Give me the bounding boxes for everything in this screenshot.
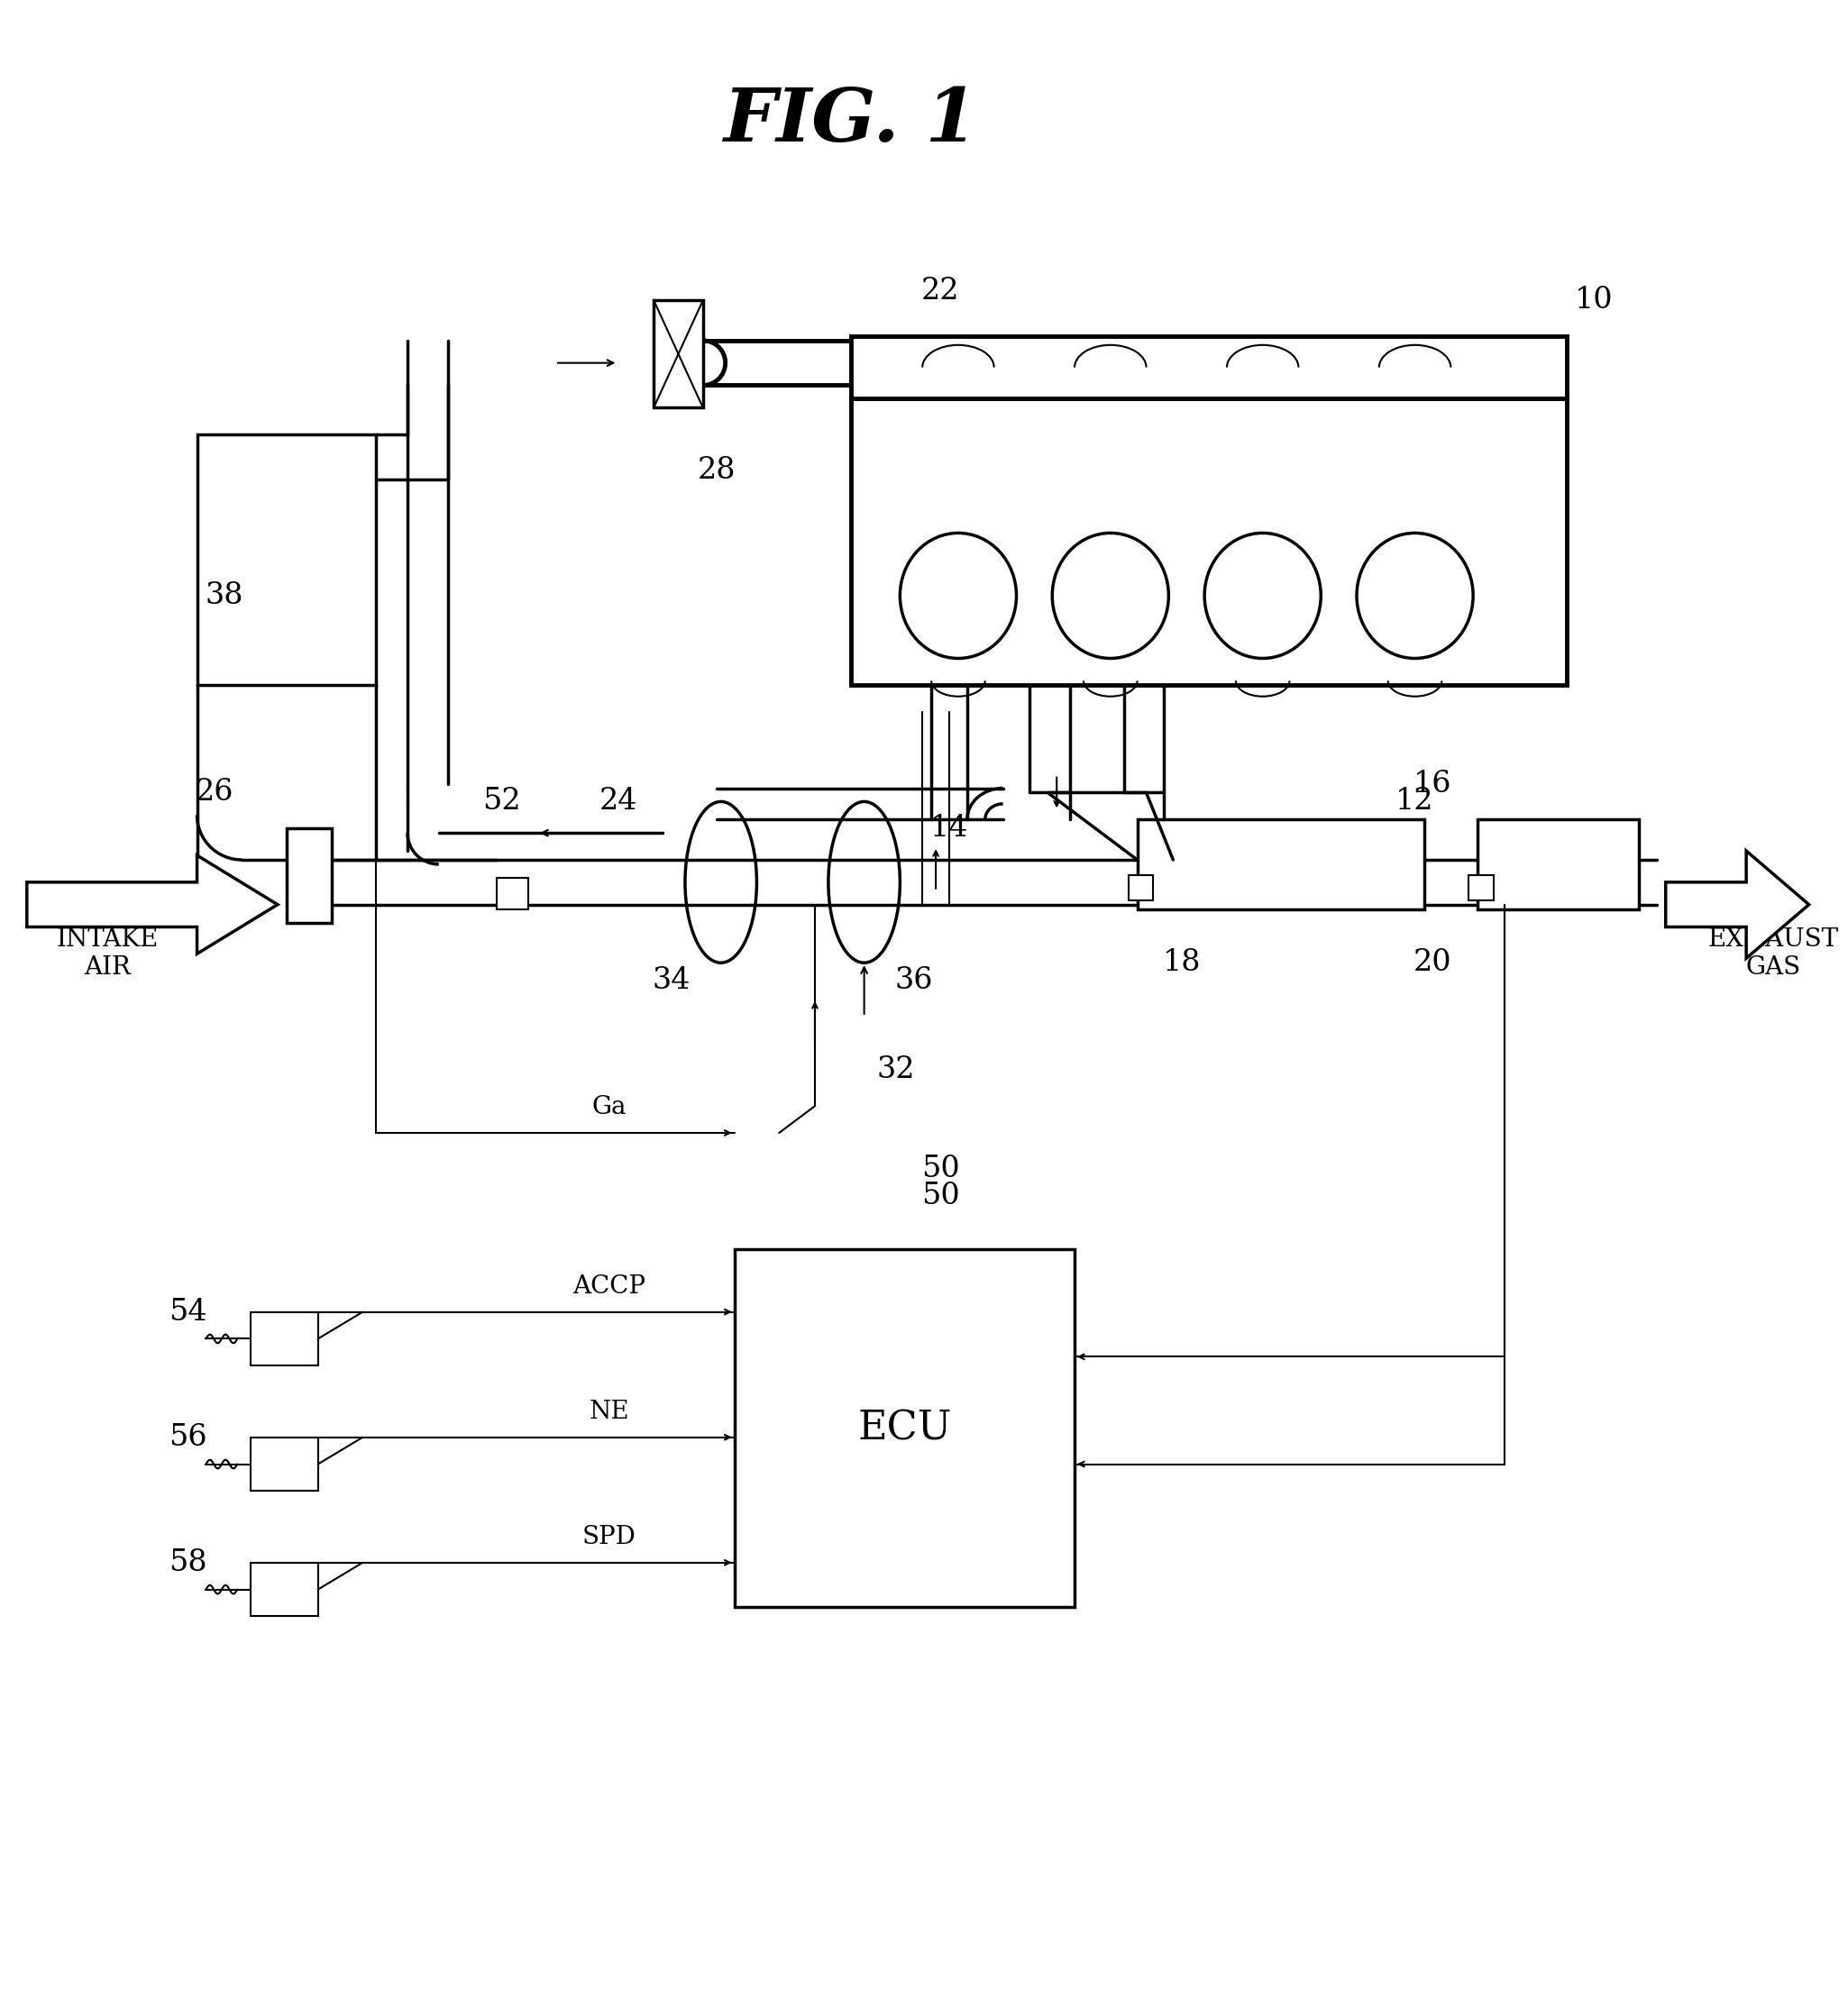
Text: ECU: ECU: [857, 1409, 952, 1449]
Text: 56: 56: [168, 1423, 207, 1453]
Bar: [1137, 820, 1423, 909]
Polygon shape: [28, 856, 277, 953]
Text: 16: 16: [1414, 770, 1453, 798]
Text: 34: 34: [652, 967, 691, 995]
Bar: [1478, 820, 1639, 909]
Text: 52: 52: [482, 788, 521, 816]
Text: EXHAUST
GAS: EXHAUST GAS: [1708, 927, 1839, 979]
Text: 10: 10: [1574, 287, 1613, 314]
Bar: [251, 1437, 318, 1491]
Bar: [1129, 876, 1153, 899]
Text: 32: 32: [876, 1057, 915, 1085]
Bar: [654, 300, 702, 408]
Bar: [497, 878, 529, 909]
Bar: [1469, 876, 1493, 899]
Text: 38: 38: [205, 581, 244, 611]
Bar: [286, 828, 331, 923]
Text: 18: 18: [1162, 949, 1201, 977]
Text: INTAKE
AIR: INTAKE AIR: [55, 927, 159, 979]
Text: 50: 50: [920, 1182, 959, 1210]
Text: NE: NE: [590, 1399, 628, 1425]
Text: 54: 54: [168, 1297, 207, 1327]
Bar: [251, 1311, 318, 1365]
Text: 24: 24: [599, 788, 638, 816]
Polygon shape: [1665, 852, 1809, 959]
Text: 14: 14: [930, 814, 968, 844]
Bar: [198, 434, 377, 685]
Text: SPD: SPD: [582, 1524, 636, 1548]
Text: 26: 26: [196, 778, 235, 808]
Text: 28: 28: [697, 456, 736, 486]
Bar: [251, 1562, 318, 1616]
Text: 58: 58: [168, 1548, 207, 1576]
Text: 50: 50: [920, 1154, 959, 1184]
Text: FIG. 1: FIG. 1: [723, 86, 978, 157]
Bar: [850, 336, 1567, 398]
Bar: [850, 398, 1567, 685]
Text: 20: 20: [1414, 949, 1453, 977]
Text: 36: 36: [894, 967, 933, 995]
Text: ACCP: ACCP: [573, 1274, 645, 1299]
Text: 22: 22: [920, 277, 959, 306]
Text: Ga: Ga: [591, 1094, 626, 1120]
Bar: [734, 1250, 1076, 1608]
Text: 12: 12: [1395, 788, 1434, 816]
